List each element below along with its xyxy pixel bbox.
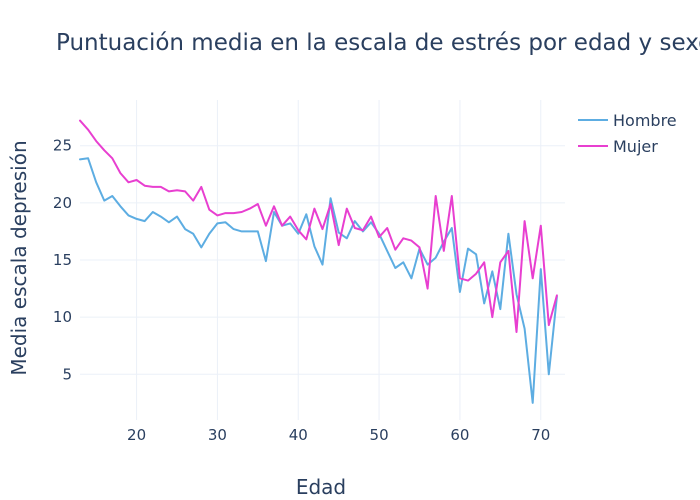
y-tick-label: 5 [62, 365, 72, 383]
series-line-mujer[interactable] [79, 119, 558, 333]
legend-label: Mujer [613, 137, 658, 156]
x-axis-title: Edad [296, 475, 346, 499]
y-axis: 5 10 15 20 25 [53, 137, 72, 384]
x-axis: 20 30 40 50 60 70 [127, 426, 550, 444]
legend[interactable]: Hombre Mujer [578, 111, 677, 156]
x-tick-label: 40 [289, 426, 308, 444]
legend-item-mujer[interactable]: Mujer [578, 137, 658, 156]
y-tick-label: 20 [53, 194, 72, 212]
x-tick-label: 30 [208, 426, 227, 444]
x-tick-label: 50 [370, 426, 389, 444]
x-tick-label: 70 [531, 426, 550, 444]
legend-item-hombre[interactable]: Hombre [578, 111, 677, 130]
chart-title: Puntuación media en la escala de estrés … [56, 30, 700, 56]
x-tick-label: 60 [450, 426, 469, 444]
y-tick-label: 25 [53, 137, 72, 155]
y-tick-label: 15 [53, 251, 72, 269]
x-tick-label: 20 [127, 426, 146, 444]
legend-label: Hombre [613, 111, 677, 130]
y-axis-title: Media escala depresión [7, 140, 31, 375]
plot-area[interactable] [79, 119, 558, 404]
y-tick-label: 10 [53, 308, 72, 326]
series-line-hombre[interactable] [79, 157, 558, 404]
